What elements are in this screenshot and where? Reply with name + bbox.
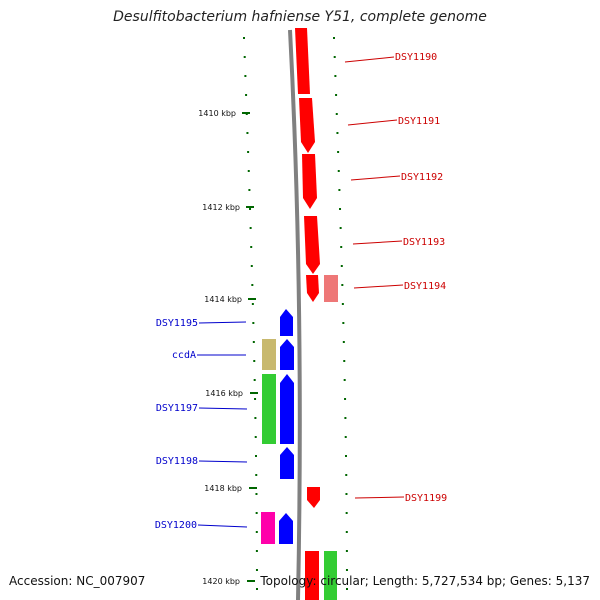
gene-label-dsy1197[interactable]: DSY1197 — [156, 403, 198, 414]
forward-gene-labels: DSY1190 DSY1191 DSY1192 DSY1193 DSY1194 … — [344, 52, 447, 504]
gene-label-dsy1190[interactable]: DSY1190 — [395, 52, 437, 63]
reverse-strand-genes — [261, 309, 294, 544]
gene-arrow-dsy1190[interactable] — [295, 28, 310, 94]
gene-arrow-dsy1193[interactable] — [304, 216, 320, 274]
scale-label-1416: 1416 kbp — [205, 389, 243, 398]
gene-arrow-ccda[interactable] — [280, 339, 294, 370]
cog-bar-ccda — [262, 339, 276, 370]
cog-bar-dsy1194 — [324, 275, 338, 302]
cog-bar-dsy1200 — [261, 512, 275, 544]
map-title: Desulfitobacterium hafniense Y51, comple… — [113, 9, 487, 25]
scale-label-1414: 1414 kbp — [204, 295, 242, 304]
topology-text: Topology: circular; Length: 5,727,534 bp… — [260, 574, 590, 588]
forward-strand-genes — [295, 28, 338, 600]
gene-arrow-dsy1194[interactable] — [306, 275, 319, 302]
scale-label-1418: 1418 kbp — [204, 484, 242, 493]
gene-bar-bottom — [305, 551, 319, 600]
gene-arrow-dsy1198[interactable] — [280, 447, 294, 479]
gene-label-dsy1192[interactable]: DSY1192 — [401, 172, 443, 183]
gene-arrow-dsy1200[interactable] — [279, 513, 293, 544]
gene-label-dsy1195[interactable]: DSY1195 — [156, 318, 198, 329]
gene-arrow-dsy1195[interactable] — [280, 309, 293, 336]
accession-text: Accession: NC_007907 — [9, 574, 146, 588]
gene-arrow-dsy1191[interactable] — [299, 98, 315, 153]
gene-label-dsy1200[interactable]: DSY1200 — [155, 520, 197, 531]
gene-arrow-dsy1192[interactable] — [302, 154, 317, 209]
genome-backbone — [288, 29, 302, 600]
gene-arrow-dsy1199[interactable] — [307, 487, 320, 508]
cog-bar-bottom — [324, 551, 337, 600]
gene-label-dsy1191[interactable]: DSY1191 — [398, 116, 440, 127]
scale-label-1420: 1420 kbp — [202, 577, 240, 586]
scale-label-1410: 1410 kbp — [198, 109, 236, 118]
right-tick-track — [333, 37, 348, 590]
gene-label-dsy1198[interactable]: DSY1198 — [156, 456, 198, 467]
reverse-gene-labels: DSY1195 ccdA DSY1197 DSY1198 DSY1200 — [155, 318, 248, 531]
scale-label-1412: 1412 kbp — [202, 203, 240, 212]
gene-label-dsy1194[interactable]: DSY1194 — [404, 281, 446, 292]
gene-label-ccda[interactable]: ccdA — [172, 350, 196, 361]
gene-label-dsy1199[interactable]: DSY1199 — [405, 493, 447, 504]
left-tick-track — [243, 37, 258, 590]
gene-arrow-dsy1197[interactable] — [280, 374, 294, 444]
cog-bar-dsy1197 — [262, 374, 276, 444]
gene-label-dsy1193[interactable]: DSY1193 — [403, 237, 445, 248]
scale-labels: 1410 kbp 1412 kbp 1414 kbp 1416 kbp 1418… — [198, 109, 258, 586]
